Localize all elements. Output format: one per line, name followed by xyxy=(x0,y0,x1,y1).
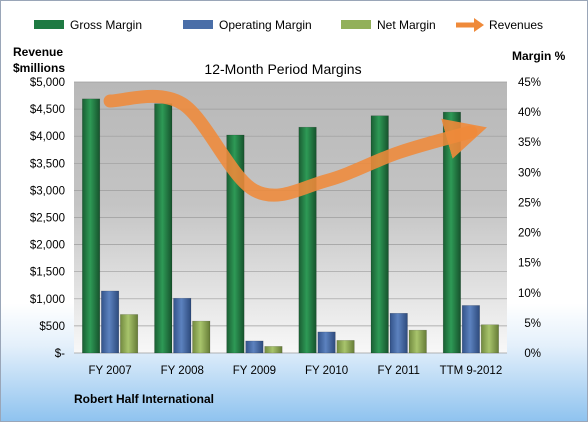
right-tick-label: 25% xyxy=(518,197,541,209)
category-label: FY 2007 xyxy=(88,365,131,377)
left-tick-label: $- xyxy=(55,348,65,360)
operating-margin-bar xyxy=(317,331,336,354)
operating-margin-bar xyxy=(389,313,408,354)
category-label: FY 2010 xyxy=(305,365,348,377)
net-margin-bar xyxy=(480,324,499,354)
left-axis-label-line2: $millions xyxy=(13,61,65,75)
right-tick-label: 30% xyxy=(518,167,541,179)
left-tick-label: $5,000 xyxy=(30,77,65,89)
chart-title: 12-Month Period Margins xyxy=(204,61,361,77)
right-tick-label: 15% xyxy=(518,258,541,270)
gross-margin-bar xyxy=(226,134,245,354)
gross-margin-bar xyxy=(82,98,101,354)
legend-swatch-gross-margin xyxy=(34,20,64,29)
legend-arrow-icon xyxy=(474,18,484,32)
gross-margin-bar xyxy=(442,111,461,354)
revenues-line xyxy=(103,89,487,202)
net-margin-bar xyxy=(408,329,427,354)
left-tick-label: $2,500 xyxy=(30,213,65,225)
right-tick-label: 0% xyxy=(524,348,541,360)
net-margin-bar xyxy=(264,346,283,354)
gross-margin-bar xyxy=(370,115,389,354)
right-axis-label: Margin % xyxy=(512,49,566,63)
left-tick-label: $1,500 xyxy=(30,267,65,279)
left-axis-ticks: $- $500 $1,000 $1,500 $2,000 $2,500 $3,000 $3,5… xyxy=(30,77,65,360)
legend-label-gross-margin: Gross Margin xyxy=(70,18,142,32)
category-label: FY 2009 xyxy=(233,365,276,377)
gross-margin-bar xyxy=(298,126,317,354)
operating-margin-bar xyxy=(245,340,264,354)
right-tick-label: 10% xyxy=(518,288,541,300)
operating-margin-bar xyxy=(101,290,120,354)
right-tick-label: 5% xyxy=(524,318,541,330)
operating-margin-bar xyxy=(173,297,192,354)
net-margin-bar xyxy=(336,340,355,354)
right-tick-label: 35% xyxy=(518,137,541,149)
legend-label-revenues: Revenues xyxy=(489,18,543,32)
legend: Gross Margin Operating Margin Net Margin… xyxy=(34,18,543,32)
left-tick-label: $2,000 xyxy=(30,240,65,252)
legend-swatch-net-margin xyxy=(341,20,371,29)
operating-margin-bar xyxy=(461,305,480,354)
gridlines xyxy=(74,81,507,354)
legend-label-net-margin: Net Margin xyxy=(377,18,436,32)
legend-swatch-operating-margin xyxy=(183,20,213,29)
right-tick-label: 40% xyxy=(518,107,541,119)
category-label: FY 2008 xyxy=(161,365,204,377)
gross-margin-bar xyxy=(154,103,173,354)
legend-label-operating-margin: Operating Margin xyxy=(219,18,312,32)
net-margin-bar xyxy=(120,314,139,354)
right-tick-label: 45% xyxy=(518,77,541,89)
category-label: TTM 9-2012 xyxy=(440,365,503,377)
left-tick-label: $3,000 xyxy=(30,185,65,197)
left-tick-label: $4,000 xyxy=(30,131,65,143)
right-axis-ticks: 0% 5% 10% 15% 20% 25% 30% 35% 40% 45% xyxy=(518,77,541,360)
right-tick-label: 20% xyxy=(518,228,541,240)
left-tick-label: $1,000 xyxy=(30,294,65,306)
left-tick-label: $4,500 xyxy=(30,104,65,116)
left-tick-label: $3,500 xyxy=(30,158,65,170)
bar-marks xyxy=(82,98,499,354)
category-labels: FY 2007 FY 2008 FY 2009 FY 2010 FY 2011 TTM 9… xyxy=(88,365,502,377)
left-tick-label: $500 xyxy=(39,321,65,333)
net-margin-bar xyxy=(192,320,211,354)
category-label: FY 2011 xyxy=(378,365,420,377)
left-axis-label-line1: Revenue xyxy=(13,45,63,59)
footer-company-name: Robert Half International xyxy=(74,392,214,406)
